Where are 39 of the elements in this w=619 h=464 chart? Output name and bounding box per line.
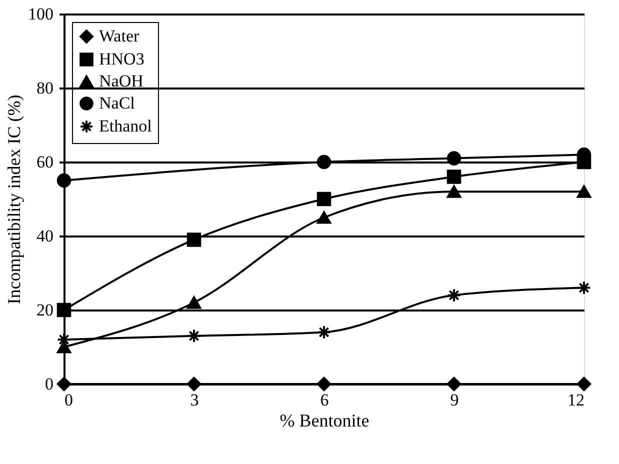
x-tick-label: 3	[190, 390, 199, 410]
point	[576, 185, 592, 198]
point	[186, 296, 202, 309]
y-tick-label: 0	[45, 374, 54, 394]
point	[576, 280, 592, 295]
point	[316, 211, 332, 224]
x-axis-title: % Bentonite	[280, 410, 370, 430]
point	[56, 173, 72, 188]
legend-label: NaOH	[99, 72, 144, 90]
y-tick-label: 80	[36, 78, 54, 98]
y-axis-title: Incompatibility index IC (%)	[4, 94, 24, 304]
legend-label: Water	[99, 26, 140, 46]
point	[446, 170, 462, 184]
point	[576, 376, 592, 392]
point	[186, 232, 202, 247]
point	[56, 302, 72, 318]
point	[316, 325, 332, 340]
point	[56, 332, 72, 347]
legend-label: Ethanol	[99, 116, 152, 136]
point	[186, 328, 202, 344]
y-tick-label: 20	[36, 300, 54, 320]
y-tick-label: 100	[28, 4, 54, 24]
legend-label: HNO3	[99, 50, 144, 68]
point	[316, 154, 332, 170]
y-tick-label: 60	[36, 152, 54, 172]
point	[446, 376, 462, 392]
legend-label: NaCl	[99, 94, 136, 112]
x-tick-label: 6	[320, 390, 329, 410]
point	[446, 151, 462, 166]
point	[316, 376, 332, 392]
point	[186, 376, 202, 392]
x-tick-label: 0	[64, 390, 73, 410]
point	[316, 192, 332, 206]
point	[446, 288, 462, 302]
y-tick-label: 40	[36, 226, 54, 246]
point	[446, 185, 462, 198]
point	[56, 376, 72, 392]
x-tick-label: 12	[568, 390, 584, 410]
x-tick-label: 9	[450, 390, 459, 410]
